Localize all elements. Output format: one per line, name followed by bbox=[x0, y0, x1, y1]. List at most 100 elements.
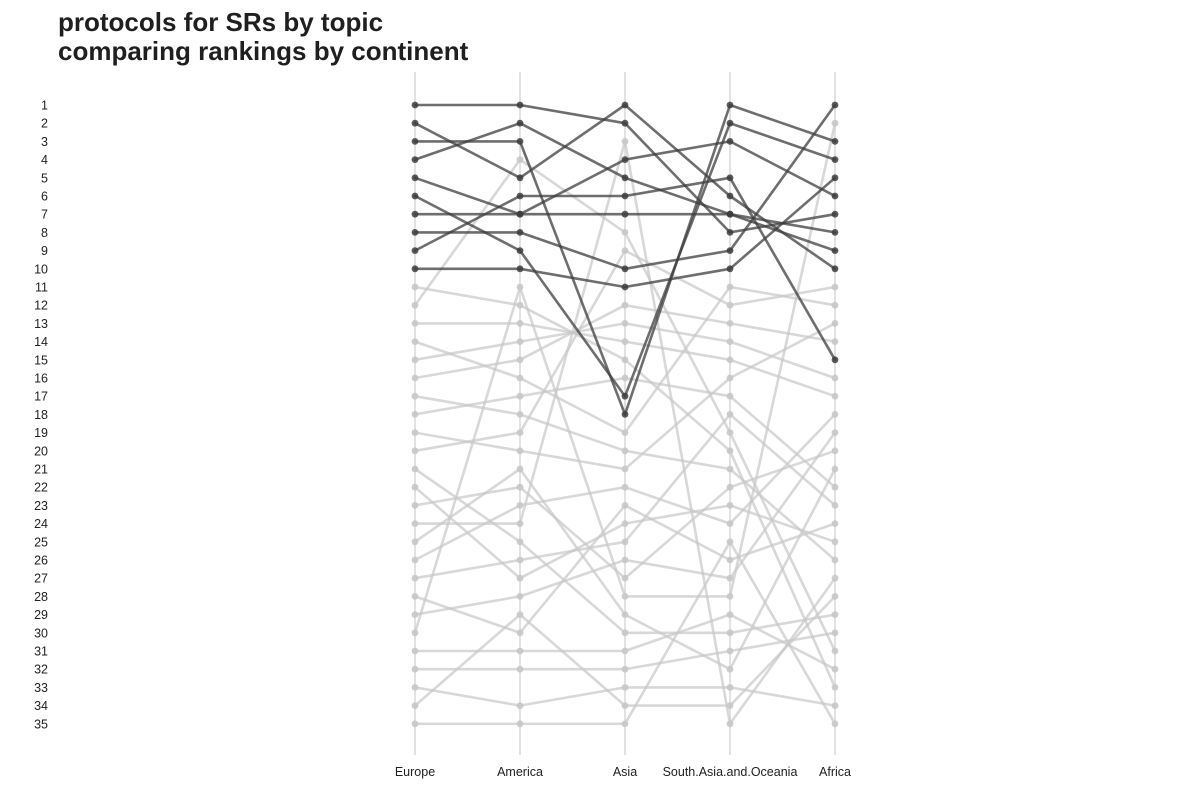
series-10-point-4 bbox=[831, 174, 839, 182]
series-17-point-2 bbox=[621, 447, 629, 455]
y-tick-label-3: 3 bbox=[41, 135, 48, 149]
series-11-point-0 bbox=[411, 283, 419, 291]
series-6-point-1 bbox=[516, 247, 524, 255]
series-26-point-1 bbox=[516, 502, 524, 509]
series-17-point-0 bbox=[411, 392, 419, 400]
series-7-point-3 bbox=[726, 210, 734, 218]
series-21-point-4 bbox=[831, 611, 839, 618]
series-10-point-3 bbox=[726, 265, 734, 273]
y-tick-label-19: 19 bbox=[34, 426, 48, 440]
y-tick-label-15: 15 bbox=[34, 353, 48, 367]
series-34-point-2 bbox=[621, 702, 629, 709]
series-33-point-1 bbox=[516, 702, 524, 709]
series-24-point-2 bbox=[621, 138, 629, 145]
series-2-point-3 bbox=[726, 192, 734, 200]
series-10-point-2 bbox=[621, 283, 629, 291]
y-tick-label-11: 11 bbox=[35, 281, 48, 295]
series-29-point-2 bbox=[621, 556, 629, 564]
series-34-point-3 bbox=[726, 702, 734, 709]
series-22-point-3 bbox=[726, 502, 734, 509]
series-5-point-4 bbox=[831, 192, 839, 200]
y-tick-label-31: 31 bbox=[34, 645, 48, 659]
series-13-point-3 bbox=[726, 356, 734, 364]
y-tick-label-2: 2 bbox=[41, 117, 48, 131]
y-tick-label-29: 29 bbox=[34, 608, 48, 622]
series-24-point-1 bbox=[516, 520, 524, 527]
series-5-point-3 bbox=[726, 138, 734, 145]
series-35-point-3 bbox=[726, 538, 734, 546]
y-tick-label-25: 25 bbox=[34, 535, 48, 549]
series-32-point-4 bbox=[831, 629, 839, 637]
y-tick-label-12: 12 bbox=[34, 299, 48, 313]
series-35-point-4 bbox=[831, 720, 839, 728]
series-8-point-1 bbox=[516, 229, 524, 236]
series-8-point-4 bbox=[831, 101, 839, 109]
series-30-point-4 bbox=[831, 119, 839, 127]
y-tick-label-13: 13 bbox=[34, 317, 48, 331]
series-24-point-3 bbox=[726, 720, 734, 728]
series-17-point-4 bbox=[831, 556, 839, 564]
series-32-point-0 bbox=[411, 665, 419, 673]
series-11-point-1 bbox=[516, 301, 524, 309]
series-14-point-0 bbox=[411, 338, 419, 345]
series-3-point-0 bbox=[411, 138, 419, 145]
series-12-point-1 bbox=[516, 156, 524, 164]
series-6-point-4 bbox=[831, 156, 839, 164]
y-tick-label-32: 32 bbox=[34, 663, 48, 677]
series-8-point-3 bbox=[726, 247, 734, 255]
series-19-point-4 bbox=[831, 320, 839, 327]
series-3-point-2 bbox=[621, 411, 629, 418]
series-30-point-3 bbox=[726, 593, 734, 600]
series-27-point-2 bbox=[621, 538, 629, 546]
series-31-point-3 bbox=[726, 611, 734, 618]
chart-title-line: protocols for SRs by topic bbox=[58, 7, 384, 37]
series-24-point-0 bbox=[411, 520, 419, 527]
series-11-point-4 bbox=[831, 684, 839, 691]
series-14-point-1 bbox=[516, 374, 524, 382]
y-tick-label-23: 23 bbox=[34, 499, 48, 513]
series-7-point-4 bbox=[831, 229, 839, 236]
series-31-point-0 bbox=[411, 647, 419, 655]
series-7-point-2 bbox=[621, 210, 629, 218]
series-18-point-1 bbox=[516, 392, 524, 400]
y-tick-label-34: 34 bbox=[34, 699, 48, 713]
series-29-point-0 bbox=[411, 611, 419, 618]
series-5-point-0 bbox=[411, 174, 419, 182]
y-tick-label-6: 6 bbox=[41, 190, 48, 204]
series-29-point-4 bbox=[831, 429, 839, 436]
series-13-point-4 bbox=[831, 392, 839, 400]
series-27-point-4 bbox=[831, 502, 839, 509]
series-18-point-4 bbox=[831, 483, 839, 491]
y-tick-label-20: 20 bbox=[34, 444, 48, 458]
y-tick-label-8: 8 bbox=[41, 226, 48, 240]
series-9-point-3 bbox=[726, 174, 734, 182]
series-3-point-4 bbox=[831, 138, 839, 145]
series-12-point-4 bbox=[831, 647, 839, 655]
series-3-point-3 bbox=[726, 101, 734, 109]
series-21-point-0 bbox=[411, 465, 419, 473]
series-18-point-3 bbox=[726, 392, 734, 400]
series-25-point-0 bbox=[411, 538, 419, 546]
series-22-point-1 bbox=[516, 574, 524, 582]
series-15-point-1 bbox=[516, 338, 524, 345]
chart-subtitle-line: comparing rankings by continent bbox=[58, 36, 469, 66]
y-tick-label-9: 9 bbox=[41, 244, 48, 258]
y-tick-label-14: 14 bbox=[34, 335, 48, 349]
series-15-point-0 bbox=[411, 356, 419, 364]
y-tick-label-22: 22 bbox=[34, 481, 48, 495]
series-26-point-3 bbox=[726, 520, 734, 527]
series-18-point-0 bbox=[411, 411, 419, 418]
series-16-point-1 bbox=[516, 356, 524, 364]
series-33-point-3 bbox=[726, 684, 734, 691]
series-30-point-0 bbox=[411, 629, 419, 637]
series-1-point-2 bbox=[621, 119, 629, 127]
series-13-point-0 bbox=[411, 320, 419, 327]
series-5-point-2 bbox=[621, 156, 629, 164]
series-15-point-4 bbox=[831, 374, 839, 382]
x-tick-label-4: Africa bbox=[819, 765, 851, 779]
chart-title: protocols for SRs by topic comparing ran… bbox=[58, 8, 468, 66]
y-tick-label-33: 33 bbox=[34, 681, 48, 695]
series-20-point-0 bbox=[411, 447, 419, 455]
y-tick-label-4: 4 bbox=[41, 153, 48, 167]
x-axis-tick-labels: Europe America Asia South.Asia.and.Oceania A… bbox=[395, 765, 851, 779]
